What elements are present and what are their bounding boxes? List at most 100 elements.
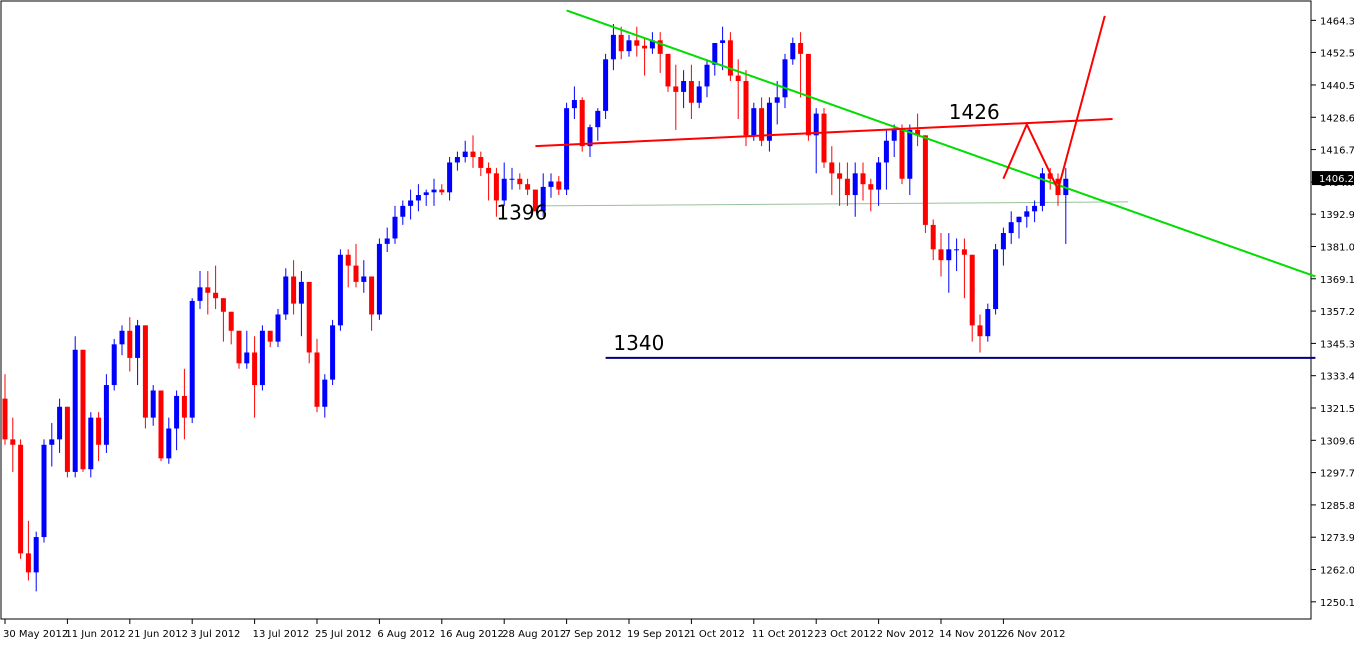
candle-body [603,59,609,111]
candle-body [33,537,39,573]
candle [946,233,952,293]
candle [657,32,663,73]
candle-body [899,129,905,179]
candle [10,417,16,472]
candle-body [961,249,967,255]
y-tick-label: 1416.75 [1320,146,1354,157]
y-tick-label: 1440.55 [1320,81,1354,92]
candle-body [618,34,624,52]
y-tick-label: 1357.25 [1320,307,1354,318]
candle [688,64,694,120]
candle [735,59,741,120]
x-tick-label: 11 Oct 2012 [752,629,814,640]
candle [57,398,63,453]
candle [1016,216,1022,239]
x-tick-label: 30 May 2012 [3,629,68,640]
candle-body [626,40,632,52]
candle [470,135,476,168]
candle [150,385,156,426]
candle-body [392,216,398,239]
y-tick-label: 1392.95 [1320,210,1354,221]
candle-body [571,100,577,109]
candle-body [158,390,164,459]
candle [517,173,523,190]
candle [766,97,772,152]
candle-body [408,200,414,206]
candle [642,37,648,76]
candle [423,189,429,206]
candle-body [993,249,999,310]
y-tick-label: 1428.65 [1320,113,1354,124]
candle [18,439,24,559]
candle [922,135,928,234]
candle [540,173,546,217]
candle [142,325,148,429]
candle [743,70,749,147]
candle [969,254,975,342]
candle [954,238,960,272]
candle-body [595,110,601,128]
candle [205,271,211,315]
candle-body [431,189,437,193]
candle-body [337,254,343,326]
candle-body [564,108,570,190]
candle-body [72,349,78,472]
candle [322,374,328,418]
candle [1039,167,1045,212]
candle [579,97,585,152]
x-tick-label: 1 Oct 2012 [689,629,744,640]
candle [829,146,835,196]
candle-body [673,86,679,92]
candle-body [314,352,320,407]
candle [408,189,414,220]
candle [938,233,944,277]
candle-body [821,113,827,163]
candle-body [228,311,234,331]
candle [1000,227,1006,266]
candle [1008,211,1014,244]
candle-body [501,178,507,201]
candle [556,176,562,196]
candle [189,298,195,424]
candle [876,157,882,206]
projection-path [1002,15,1106,193]
candle [330,319,336,386]
candle-body [298,281,304,304]
level-lines [535,201,1129,207]
candle [41,439,47,543]
x-tick-label: 23 Oct 2012 [814,629,876,640]
candle-body [353,265,359,282]
candle [525,178,531,196]
candle-body [579,100,585,147]
candle-body [57,406,63,440]
candle [72,336,78,478]
candle-body [142,325,148,418]
candle-body [88,417,94,470]
candle [228,311,234,345]
candle [158,390,164,462]
candle [587,124,593,158]
candle-body [470,151,476,158]
candle [798,32,804,98]
candle-body [462,151,468,158]
candle [509,167,515,190]
candle [64,406,70,478]
candle [2,374,8,445]
x-tick-label: 28 Aug 2012 [502,629,566,640]
candle-body [291,276,297,304]
candle-body [135,325,141,358]
candle [790,37,796,65]
candle-body [345,254,351,266]
candle [314,338,320,413]
candle-body [423,192,429,196]
x-tick-label: 26 Nov 2012 [1001,629,1065,640]
candle-body [774,97,780,103]
candle [103,374,109,453]
y-axis: 1464.351452.551440.551428.651416.751404.… [1311,16,1354,609]
candle [345,249,351,288]
candle-body [696,86,702,103]
candle [915,113,921,147]
y-tick-label: 1285.85 [1320,501,1354,512]
x-tick-label: 16 Aug 2012 [440,629,504,640]
candle [25,520,31,581]
